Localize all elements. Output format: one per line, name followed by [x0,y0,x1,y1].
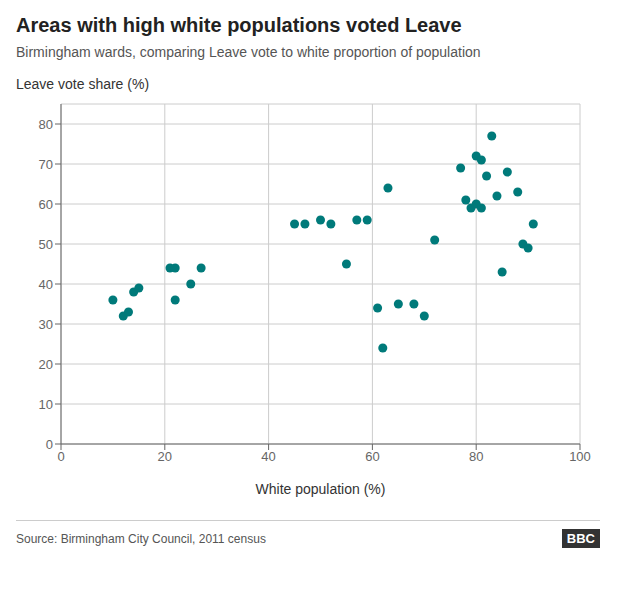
svg-text:0: 0 [46,437,53,452]
svg-text:40: 40 [39,277,53,292]
svg-text:10: 10 [39,397,53,412]
html-text:Areas with high white populati: Areas with high white populations voted … [16,14,462,36]
svg-text:40: 40 [261,449,275,464]
svg-text:60: 60 [39,197,53,212]
svg-text:0: 0 [57,449,64,464]
svg-text:20: 20 [158,449,172,464]
svg-text:White population (%): White population (%) [256,481,386,497]
html-text:Source: Birmingham City Counci: Source: Birmingham City Council, 2011 ce… [16,531,266,546]
svg-text:80: 80 [39,117,53,132]
svg-text:20: 20 [39,357,53,372]
svg-text:100: 100 [569,449,591,464]
html-text:Birmingham wards, comparing Le: Birmingham wards, comparing Leave vote t… [16,44,481,60]
html-text:Leave vote share (%): Leave vote share (%) [16,76,150,92]
svg-text:70: 70 [39,157,53,172]
svg-text:80: 80 [469,449,483,464]
svg-text:30: 30 [39,317,53,332]
svg-text:60: 60 [365,449,379,464]
svg-text:50: 50 [39,237,53,252]
html-text:BBC: BBC [566,531,595,546]
